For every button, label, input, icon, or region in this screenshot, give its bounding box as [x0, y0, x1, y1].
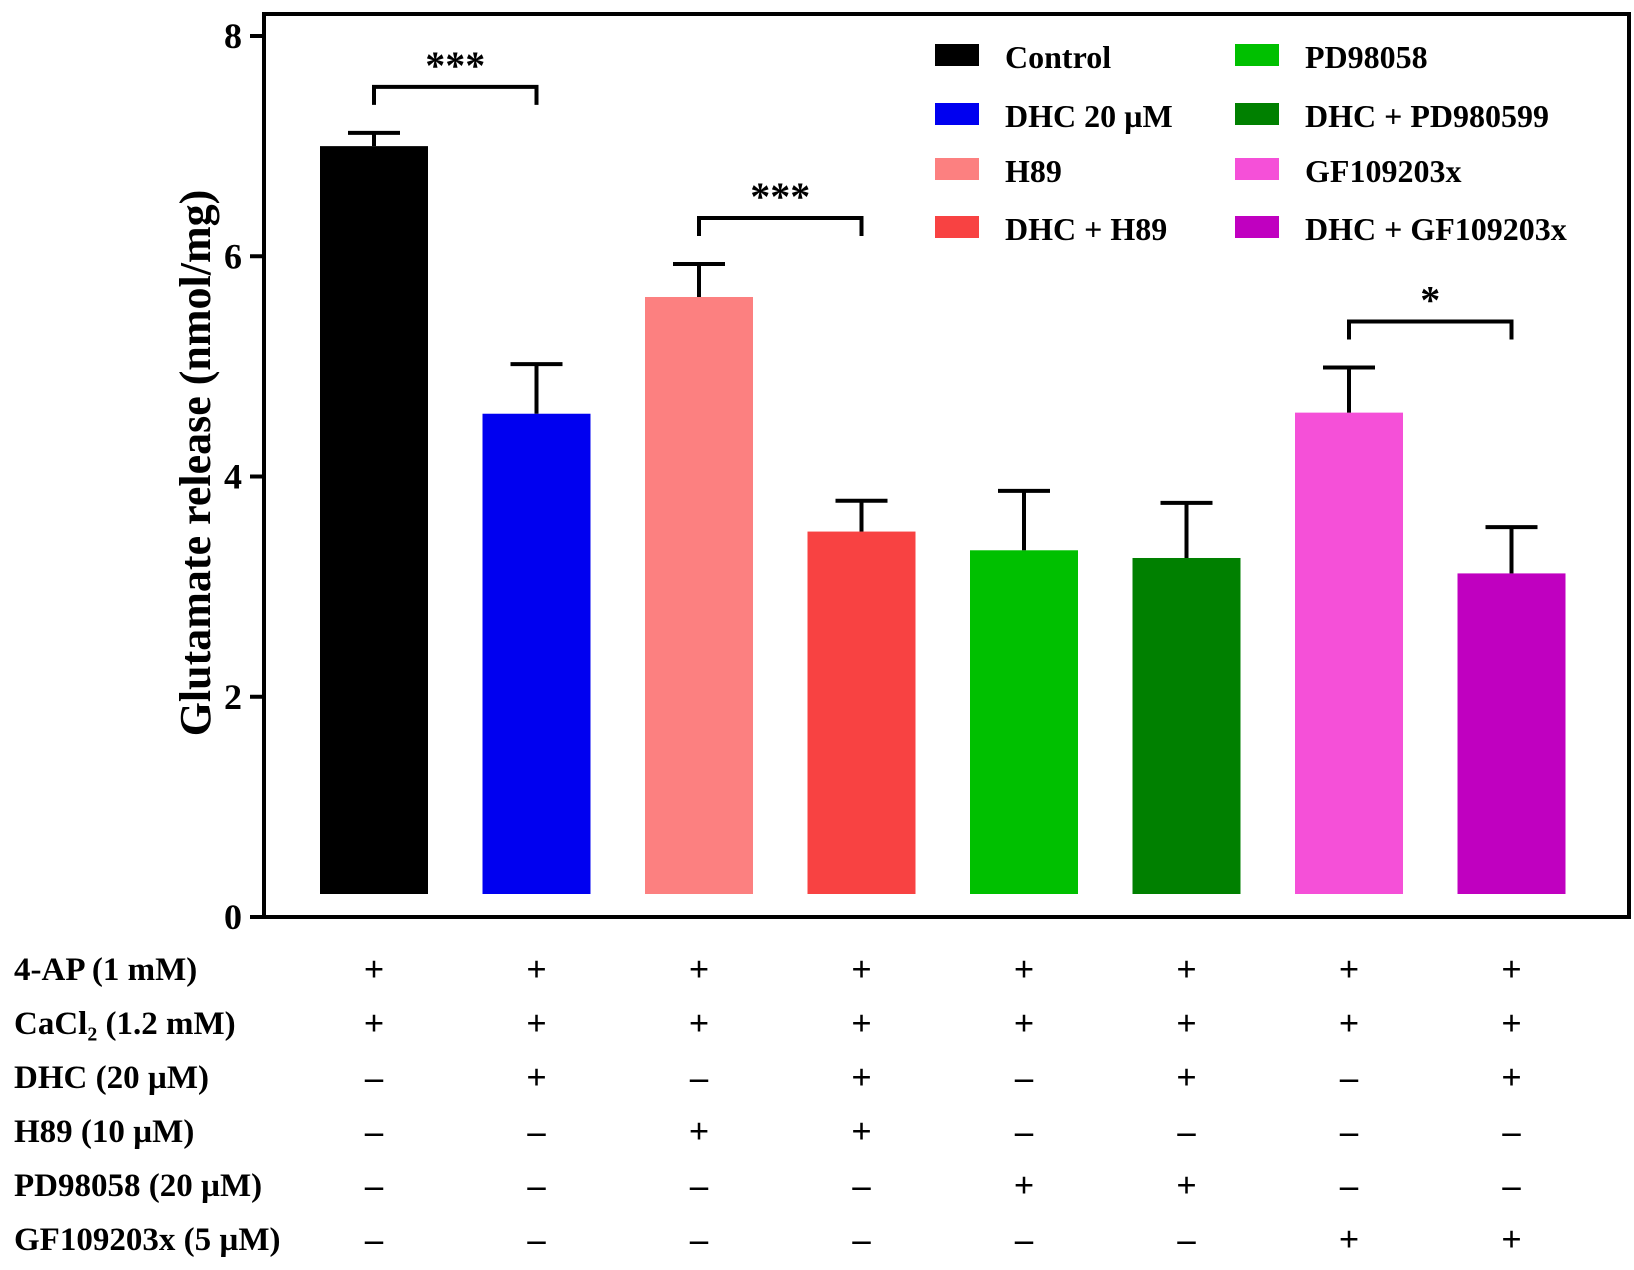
condition-sign: + — [1501, 1219, 1522, 1259]
condition-sign: – — [364, 1057, 384, 1097]
legend-label: H89 — [1005, 153, 1062, 189]
condition-sign: – — [1177, 1111, 1197, 1151]
bar — [645, 296, 753, 895]
legend-swatch — [935, 216, 979, 238]
y-tick-label: 6 — [224, 236, 242, 276]
condition-sign: – — [689, 1057, 709, 1097]
condition-sign: – — [1014, 1057, 1034, 1097]
condition-sign: + — [1339, 1219, 1360, 1259]
legend-swatch — [1235, 103, 1279, 125]
legend-label: DHC + H89 — [1005, 211, 1167, 247]
condition-sign: – — [1014, 1111, 1034, 1151]
condition-sign: + — [1176, 1057, 1197, 1097]
legend-swatch — [1235, 158, 1279, 180]
condition-label: GF109203x (5 µM) — [14, 1222, 280, 1258]
y-axis: 0 2 4 6 8 — [224, 16, 264, 937]
significance-bracket — [697, 215, 864, 236]
condition-sign: – — [1502, 1111, 1522, 1151]
bar — [1457, 573, 1566, 894]
legend-label: DHC + GF109203x — [1305, 211, 1567, 247]
condition-label: 4-AP (1 mM) — [14, 952, 197, 988]
condition-sign: + — [1014, 949, 1035, 989]
condition-sign: – — [1502, 1165, 1522, 1205]
condition-sign: – — [527, 1219, 547, 1259]
y-tick-label: 8 — [224, 16, 242, 56]
bar — [1132, 557, 1241, 894]
bars — [320, 130, 1566, 895]
bar — [807, 531, 916, 894]
condition-label: H89 (10 µM) — [14, 1114, 194, 1150]
significance-bracket — [1347, 319, 1514, 340]
bar — [1295, 412, 1403, 894]
condition-sign: + — [1176, 1003, 1197, 1043]
plot-area — [262, 12, 1631, 919]
condition-sign: + — [526, 1057, 547, 1097]
condition-sign: + — [851, 949, 872, 989]
legend-label: GF109203x — [1305, 153, 1461, 189]
condition-sign: + — [1176, 1165, 1197, 1205]
legend-label: DHC + PD980599 — [1305, 98, 1549, 134]
condition-table: 4-AP (1 mM) + + + + + + + + CaCl₂ (1.2 mM) + + + + + + +… — [14, 949, 1522, 1259]
condition-sign: – — [689, 1165, 709, 1205]
y-tick-label: 2 — [224, 677, 242, 717]
condition-sign: – — [527, 1111, 547, 1151]
condition-sign: + — [526, 949, 547, 989]
legend: Control DHC 20 µM H89 DHC + H89 PD98058 DHC +… — [935, 39, 1567, 247]
y-tick-label: 4 — [224, 457, 242, 497]
condition-sign: + — [851, 1003, 872, 1043]
condition-sign: + — [364, 1003, 385, 1043]
condition-sign: – — [527, 1165, 547, 1205]
condition-sign: + — [1501, 1003, 1522, 1043]
legend-label: DHC 20 µM — [1005, 98, 1173, 134]
condition-sign: + — [689, 1003, 710, 1043]
condition-label: PD98058 (20 µM) — [14, 1168, 262, 1204]
legend-swatch — [935, 158, 979, 180]
condition-sign: + — [689, 949, 710, 989]
legend-label: PD98058 — [1305, 39, 1428, 75]
condition-sign: – — [1014, 1219, 1034, 1259]
legend-swatch — [935, 103, 979, 125]
condition-sign: + — [689, 1111, 710, 1151]
condition-sign: + — [1501, 1057, 1522, 1097]
significance-brackets: ******* — [372, 43, 1514, 340]
condition-label: CaCl₂ (1.2 mM) — [14, 1006, 236, 1042]
condition-sign: – — [852, 1219, 872, 1259]
significance-bracket — [372, 84, 539, 105]
bar — [970, 550, 1078, 894]
condition-sign: – — [689, 1219, 709, 1259]
condition-sign: – — [1177, 1219, 1197, 1259]
condition-sign: + — [1014, 1003, 1035, 1043]
y-axis-label: Glutamate release (nmol/mg) — [171, 190, 220, 737]
condition-sign: + — [526, 1003, 547, 1043]
y-tick-label: 0 — [224, 897, 242, 937]
plot-frame — [262, 12, 1631, 919]
legend-swatch — [1235, 216, 1279, 238]
condition-sign: + — [1339, 949, 1360, 989]
condition-sign: – — [852, 1165, 872, 1205]
condition-sign: – — [1339, 1057, 1359, 1097]
condition-sign: + — [851, 1057, 872, 1097]
significance-label: *** — [425, 43, 485, 88]
condition-sign: – — [1339, 1165, 1359, 1205]
condition-sign: + — [364, 949, 385, 989]
condition-sign: + — [1501, 949, 1522, 989]
significance-label: *** — [750, 174, 810, 219]
condition-sign: + — [1339, 1003, 1360, 1043]
significance-label: * — [1420, 277, 1440, 322]
bar — [320, 146, 428, 894]
condition-sign: – — [1339, 1111, 1359, 1151]
condition-sign: + — [1176, 949, 1197, 989]
condition-sign: – — [364, 1111, 384, 1151]
condition-label: DHC (20 µM) — [14, 1060, 209, 1096]
legend-swatch — [1235, 44, 1279, 66]
condition-sign: + — [851, 1111, 872, 1151]
condition-sign: – — [364, 1165, 384, 1205]
condition-sign: – — [364, 1219, 384, 1259]
legend-label: Control — [1005, 39, 1111, 75]
legend-swatch — [935, 44, 979, 66]
bar — [482, 413, 591, 894]
condition-sign: + — [1014, 1165, 1035, 1205]
